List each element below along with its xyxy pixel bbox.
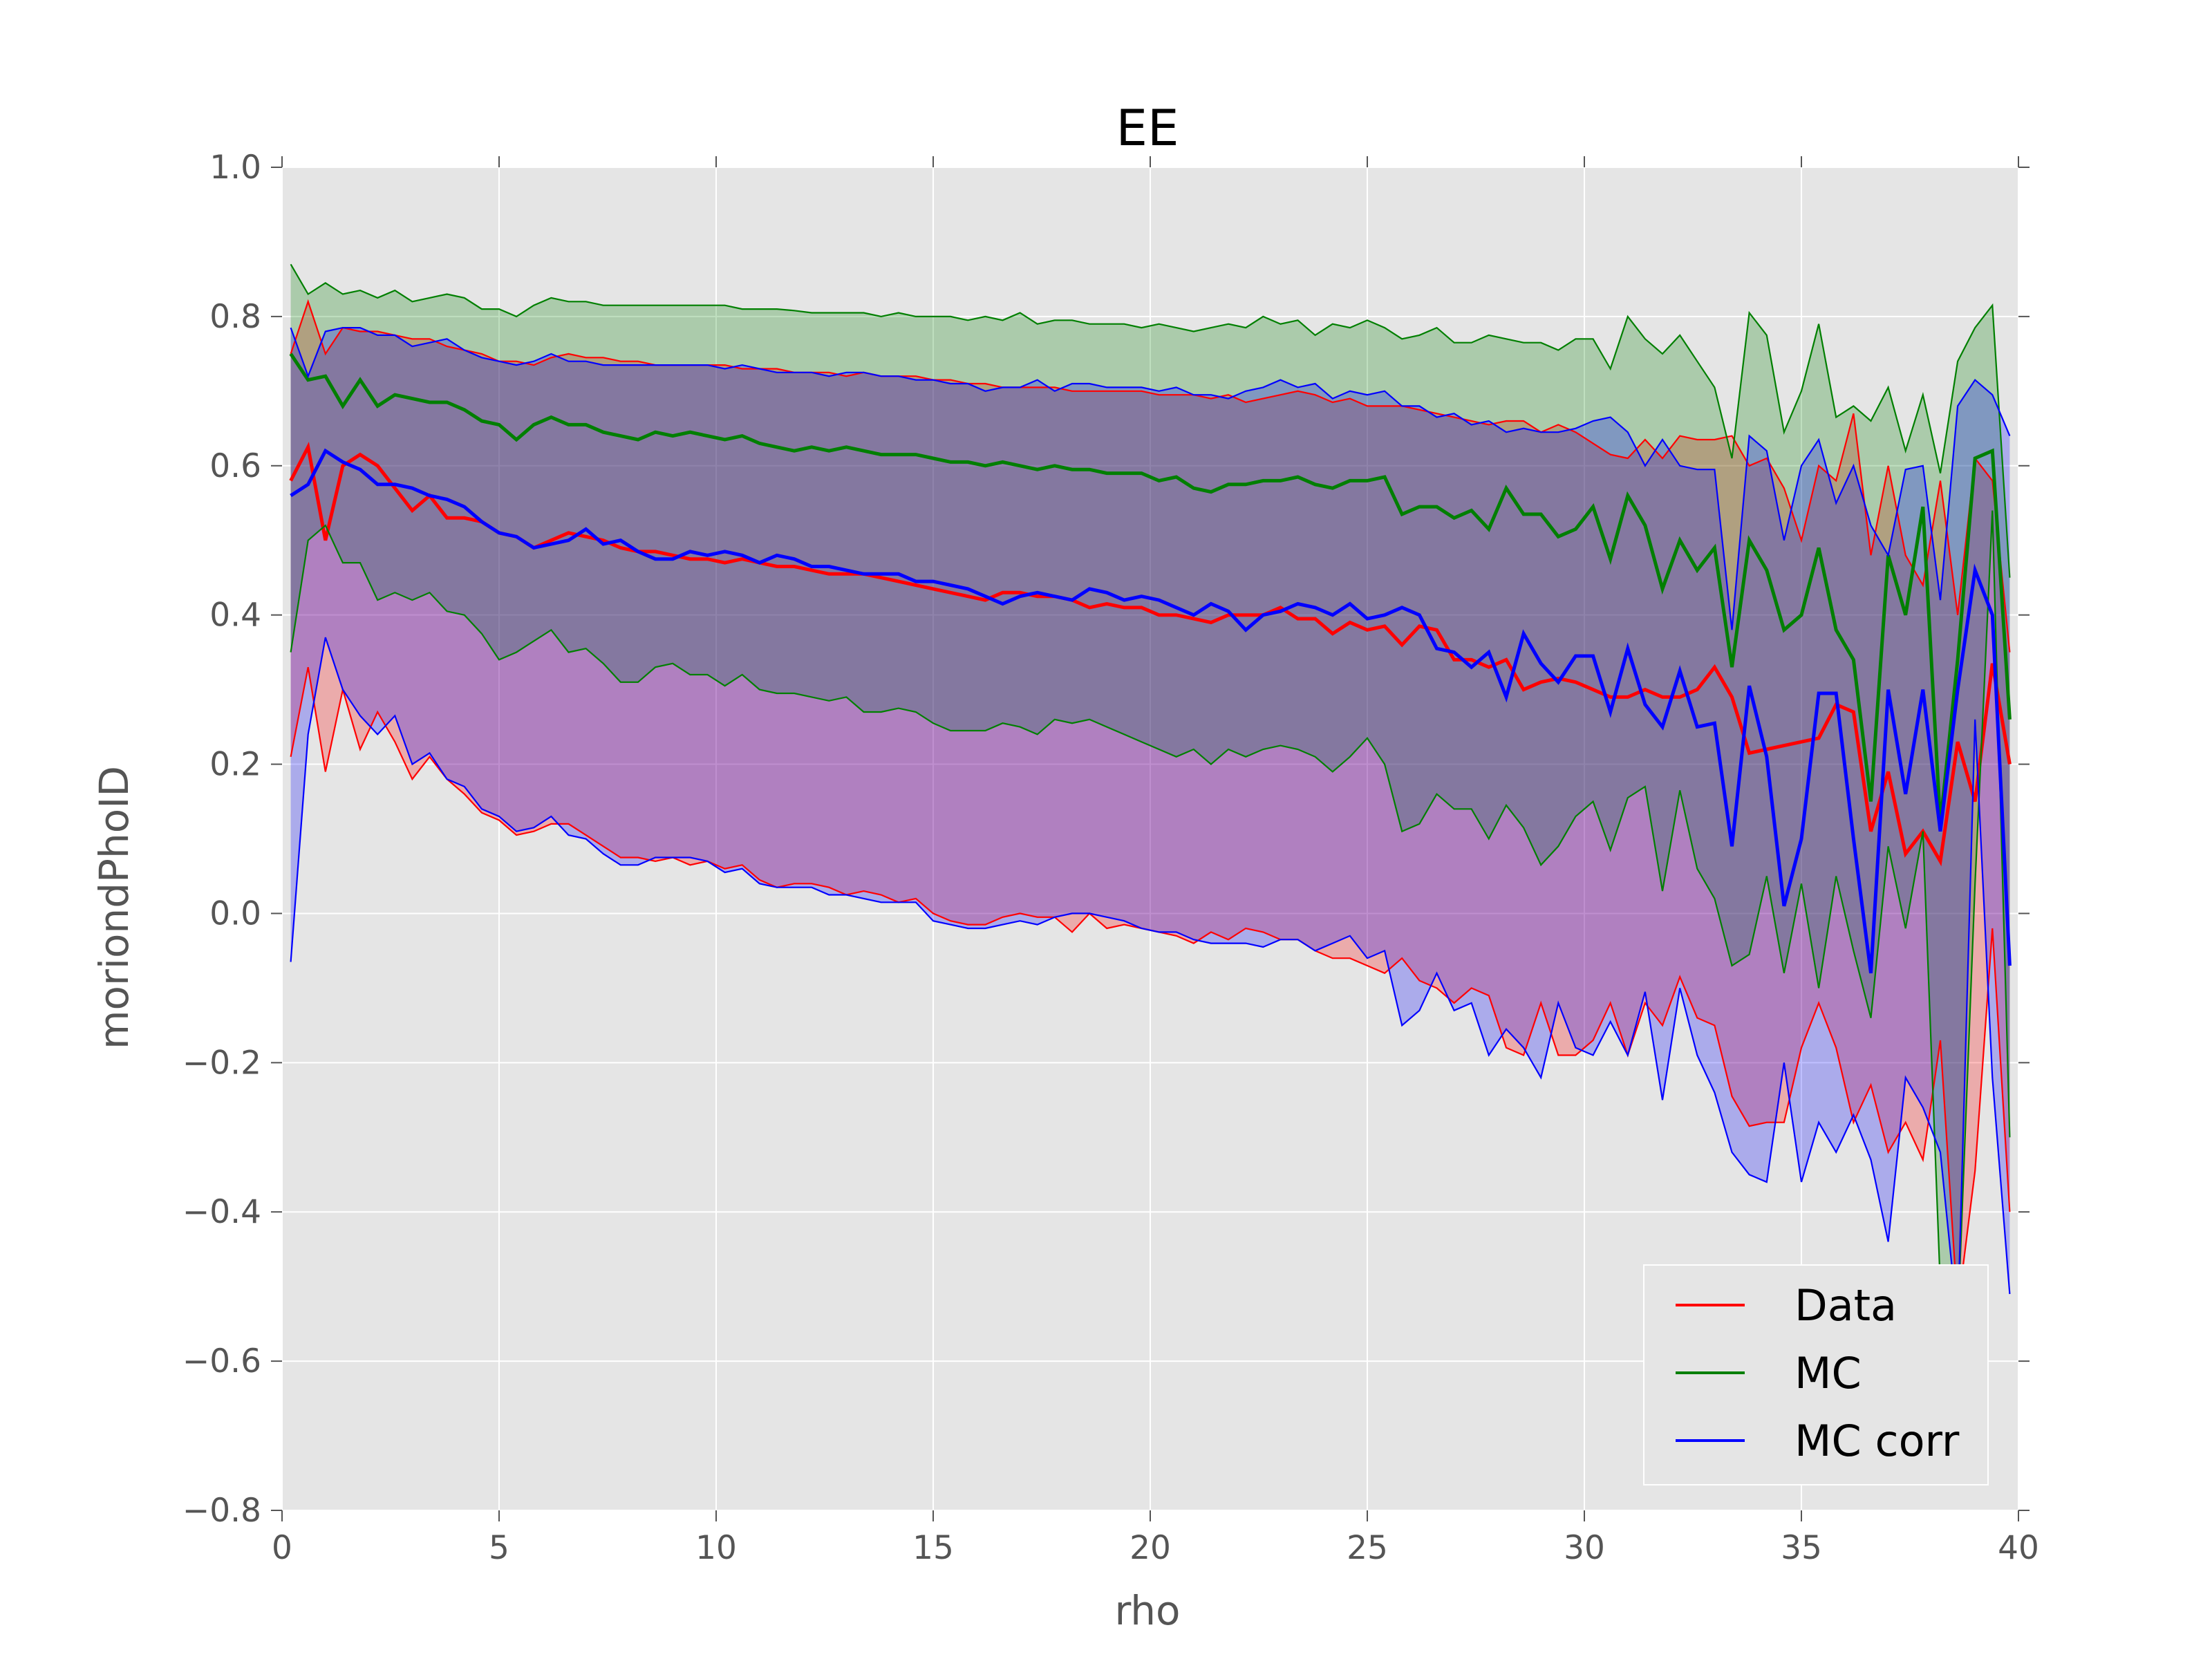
legend-label-mc-corr: MC corr (1794, 1416, 1960, 1466)
series-lines (289, 263, 2012, 1324)
legend-box (1643, 1264, 1989, 1485)
x-tick-label: 10 (695, 1529, 737, 1567)
mc-corr-band (290, 328, 2010, 1324)
legend-label-mc: MC (1794, 1348, 1862, 1398)
x-tick-label: 20 (1130, 1529, 1171, 1567)
x-tick-label: 15 (912, 1529, 954, 1567)
y-tick-label: 0.4 (209, 597, 261, 635)
y-tick-label: −0.4 (182, 1193, 261, 1231)
mc-median-line (289, 353, 2012, 825)
y-tick-label: 0.2 (209, 746, 261, 784)
y-tick-label: 1.0 (209, 149, 261, 187)
chart-title: EE (1116, 99, 1179, 157)
x-tick-label: 25 (1347, 1529, 1388, 1567)
mc-upper-line (290, 263, 2011, 578)
y-tick-label: −0.8 (182, 1492, 261, 1530)
mc-corr-upper-line (290, 327, 2011, 630)
y-tick-label: −0.2 (182, 1044, 261, 1082)
x-tick-label: 40 (1998, 1529, 2039, 1567)
mc-corr-lower-line (290, 637, 2011, 1324)
mc-lower-line (290, 510, 2011, 1324)
y-tick-label: −0.6 (182, 1342, 261, 1380)
y-tick-label: 0.0 (209, 894, 261, 932)
tick-labels: 0 5 10 15 20 25 30 35 40 −0.8 −0.6 −0.4 −0.2 0.0 0.2 0.… (182, 149, 2039, 1567)
data-upper-line (290, 299, 2011, 653)
y-tick-label: 0.6 (209, 447, 261, 485)
x-tick-label: 5 (489, 1529, 509, 1567)
y-axis-label: moriondPhoID (91, 766, 138, 1049)
x-tick-label: 35 (1781, 1529, 1822, 1567)
legend: Data MC MC corr (1643, 1264, 1989, 1485)
x-axis-label: rho (1114, 1587, 1180, 1634)
axis-ticks (271, 156, 2030, 1521)
legend-label-data: Data (1794, 1280, 1897, 1331)
mc-band (290, 264, 2010, 1324)
y-tick-label: 0.8 (209, 298, 261, 336)
x-tick-label: 0 (272, 1529, 292, 1567)
mc-corr-median-line (290, 448, 2012, 974)
x-tick-label: 30 (1564, 1529, 1605, 1567)
